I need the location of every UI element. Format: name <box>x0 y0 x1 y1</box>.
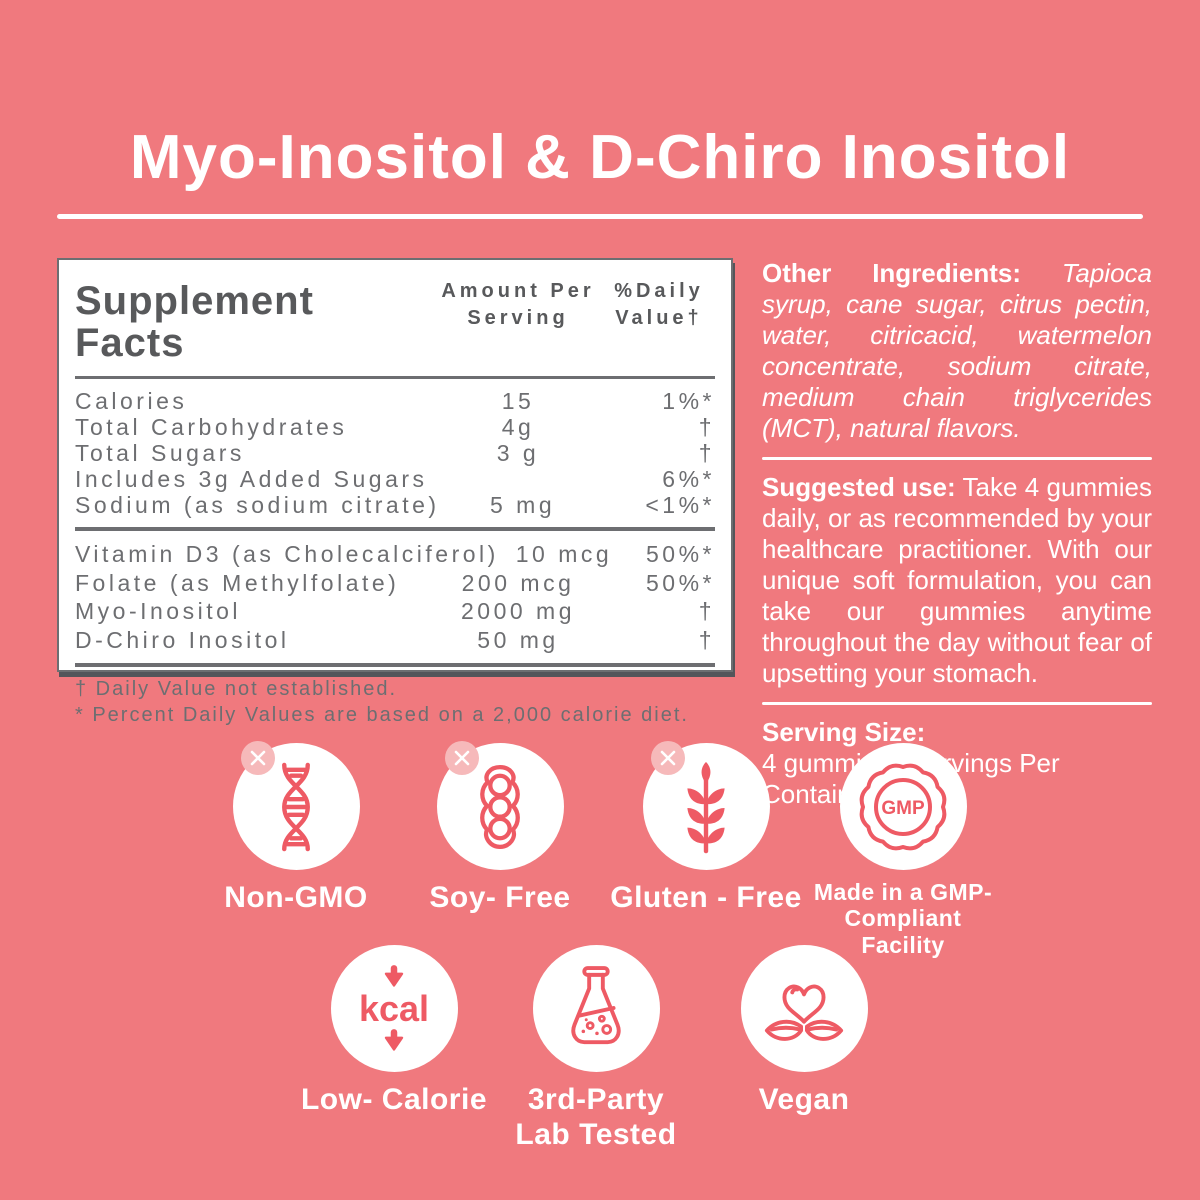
facts-col-dv-header: %Daily Value† <box>614 280 704 329</box>
footnote-dagger: † Daily Value not established. <box>75 678 398 700</box>
facts-row: Vitamin D3 (as Cholecalciferol) 10 mcg 5… <box>75 541 715 567</box>
other-ingredients-label: Other Ingredients: <box>762 258 1021 288</box>
suggested-use-label: Suggested use: <box>762 472 956 502</box>
badge-label: Non-GMO <box>224 881 368 914</box>
page-title: Myo-Inositol & D-Chiro Inositol <box>129 123 1071 192</box>
badge-gluten-free: Gluten - Free <box>596 741 816 916</box>
badge-circle: kcal <box>330 945 458 1072</box>
facts-col-amount-header: Amount Per Serving <box>441 280 595 329</box>
badge-circle <box>642 741 770 870</box>
close-icon <box>250 750 265 766</box>
badge-low-calorie: kcal Low- Calorie <box>284 945 504 1118</box>
wheat-icon <box>687 761 725 853</box>
close-icon <box>454 750 469 766</box>
kcal-icon: kcal <box>358 964 430 1053</box>
remove-badge-icon[interactable] <box>240 741 275 775</box>
section-divider <box>762 702 1152 705</box>
badge-circle <box>232 741 360 870</box>
badge-label: Vegan <box>758 1083 850 1116</box>
other-ingredients-text: Tapioca syrup, cane sugar, citrus pectin… <box>762 258 1152 443</box>
badge-label: Made in a GMP- Compliant Facility <box>813 879 993 958</box>
gmp-seal-icon: GMP <box>859 763 947 850</box>
vegan-icon <box>764 984 844 1041</box>
facts-row: Folate (as Methylfolate) 200 mcg 50%* <box>75 569 715 596</box>
badge-circle <box>532 945 660 1072</box>
facts-title: Supplement Facts <box>75 279 314 365</box>
close-icon <box>660 750 675 766</box>
arrow-down-icon <box>384 964 404 987</box>
badge-gmp: GMP Made in a GMP- Compliant Facility <box>793 743 1013 958</box>
remove-badge-icon[interactable] <box>650 741 685 775</box>
dna-icon <box>282 762 310 851</box>
suggested-use-text: Take 4 gummies daily, or as recommended … <box>762 472 1152 688</box>
section-divider <box>762 457 1152 460</box>
lab-flask-icon <box>571 965 621 1044</box>
badge-non-gmo: Non-GMO <box>186 741 406 916</box>
footnote-asterisk: * Percent Daily Values are based on a 2,… <box>75 704 689 726</box>
serving-size-label: Serving Size: <box>762 717 926 747</box>
badge-circle <box>436 741 564 870</box>
badge-label: Low- Calorie <box>300 1083 487 1116</box>
facts-row: Total Carbohydrates 4g † <box>75 414 715 440</box>
info-column: Other Ingredients: Tapioca syrup, cane s… <box>762 258 1152 810</box>
title-underline <box>57 214 1143 219</box>
facts-row: D-Chiro Inositol 50 mg † <box>75 626 715 653</box>
facts-divider <box>75 376 715 379</box>
facts-rows-group-2: Vitamin D3 (as Cholecalciferol) 10 mcg 5… <box>75 540 715 654</box>
badge-label: 3rd-Party Lab Tested <box>515 1083 677 1151</box>
arrow-down-icon <box>384 1028 404 1051</box>
suggested-use-paragraph: Suggested use: Take 4 gummies daily, or … <box>762 472 1152 689</box>
facts-divider-thick <box>75 663 715 667</box>
facts-divider-thick <box>75 527 715 531</box>
other-ingredients-paragraph: Other Ingredients: Tapioca syrup, cane s… <box>762 258 1152 444</box>
badge-circle: GMP <box>839 743 967 870</box>
badge-soy-free: Soy- Free <box>390 741 610 916</box>
facts-rows-group-1: Calories 15 1%* Total Carbohydrates 4g †… <box>75 388 715 518</box>
facts-footnotes: † Daily Value not established. * Percent… <box>75 676 715 728</box>
badge-label: Gluten - Free <box>610 881 802 914</box>
facts-row: Includes 3g Added Sugars 6%* <box>75 466 715 492</box>
facts-row: Calories 15 1%* <box>75 388 715 414</box>
soybean-icon <box>480 764 520 849</box>
remove-badge-icon[interactable] <box>444 741 479 775</box>
facts-header: Supplement Facts Amount Per Serving %Dai… <box>75 276 715 364</box>
badge-circle <box>740 945 868 1072</box>
gmp-seal-text: GMP <box>881 798 925 819</box>
badge-vegan: Vegan <box>694 945 914 1118</box>
facts-row: Total Sugars 3 g † <box>75 440 715 466</box>
badge-label: Soy- Free <box>429 881 571 914</box>
kcal-text: kcal <box>358 987 430 1029</box>
facts-row: Sodium (as sodium citrate) 5 mg <1%* <box>75 492 715 518</box>
badge-lab-tested: 3rd-Party Lab Tested <box>486 945 706 1152</box>
facts-row: Myo-Inositol 2000 mg † <box>75 598 715 624</box>
supplement-facts-panel: Supplement Facts Amount Per Serving %Dai… <box>57 258 733 726</box>
